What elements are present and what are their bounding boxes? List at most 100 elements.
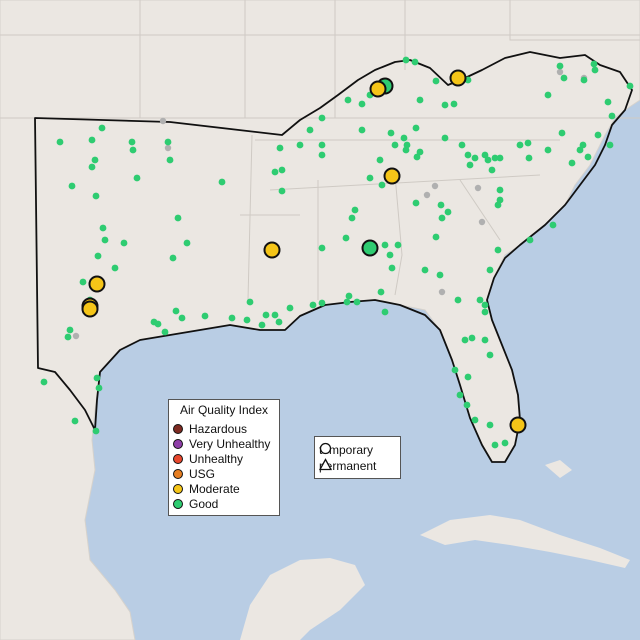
station-marker-good[interactable] [377, 288, 385, 296]
station-marker-moderate[interactable] [263, 241, 281, 259]
station-marker-moderate[interactable] [449, 69, 467, 87]
station-marker-no-data[interactable] [72, 332, 80, 340]
station-marker-good[interactable] [544, 91, 552, 99]
station-marker-good[interactable] [154, 320, 162, 328]
station-marker-good[interactable] [95, 384, 103, 392]
station-marker-good[interactable] [584, 153, 592, 161]
station-marker-good[interactable] [456, 391, 464, 399]
station-marker-good[interactable] [68, 182, 76, 190]
station-marker-good[interactable] [436, 271, 444, 279]
station-marker-good[interactable] [458, 141, 466, 149]
station-marker-good[interactable] [262, 311, 270, 319]
station-marker-good[interactable] [454, 296, 462, 304]
station-marker-good[interactable] [450, 100, 458, 108]
station-marker-good[interactable] [468, 334, 476, 342]
station-marker-good[interactable] [481, 308, 489, 316]
station-marker-good[interactable] [318, 114, 326, 122]
station-marker-good[interactable] [278, 166, 286, 174]
station-marker-good[interactable] [120, 239, 128, 247]
station-marker-good[interactable] [471, 416, 479, 424]
station-marker-moderate[interactable] [509, 416, 527, 434]
station-marker-good[interactable] [98, 124, 106, 132]
station-marker-good[interactable] [318, 299, 326, 307]
station-marker-good[interactable] [309, 301, 317, 309]
station-marker-good[interactable] [358, 126, 366, 134]
station-marker-good[interactable] [271, 168, 279, 176]
station-marker-good[interactable] [376, 156, 384, 164]
station-marker-no-data[interactable] [478, 218, 486, 226]
station-marker-moderate[interactable] [81, 300, 99, 318]
station-marker-good[interactable] [183, 239, 191, 247]
station-marker-good[interactable] [381, 241, 389, 249]
station-marker-good[interactable] [111, 264, 119, 272]
station-marker-good[interactable] [556, 62, 564, 70]
station-marker-good[interactable] [88, 163, 96, 171]
station-marker-good[interactable] [64, 333, 72, 341]
station-marker-good[interactable] [174, 214, 182, 222]
station-marker-good[interactable] [464, 373, 472, 381]
station-marker-good[interactable] [400, 134, 408, 142]
station-marker-good[interactable] [441, 134, 449, 142]
station-marker-good[interactable] [387, 129, 395, 137]
station-marker-good[interactable] [40, 378, 48, 386]
station-marker-good[interactable] [358, 100, 366, 108]
station-marker-good[interactable] [591, 66, 599, 74]
station-marker-no-data[interactable] [159, 117, 167, 125]
station-marker-good[interactable] [484, 156, 492, 164]
station-marker-good[interactable] [590, 60, 598, 68]
station-marker-good[interactable] [432, 77, 440, 85]
station-marker-good[interactable] [416, 148, 424, 156]
station-marker-good[interactable] [464, 151, 472, 159]
station-marker-good[interactable] [463, 401, 471, 409]
station-marker-good[interactable] [286, 304, 294, 312]
station-marker-good[interactable] [366, 174, 374, 182]
station-marker-good[interactable] [66, 326, 74, 334]
station-marker-good[interactable] [133, 174, 141, 182]
station-marker-good[interactable] [348, 214, 356, 222]
station-marker-good[interactable] [278, 187, 286, 195]
station-marker-good[interactable] [378, 181, 386, 189]
station-marker-good[interactable] [99, 224, 107, 232]
station-marker-good[interactable] [438, 214, 446, 222]
station-marker-good[interactable] [388, 264, 396, 272]
station-marker-good[interactable] [576, 146, 584, 154]
station-marker-good[interactable] [488, 166, 496, 174]
station-marker-no-data[interactable] [474, 184, 482, 192]
station-marker-good[interactable] [353, 298, 361, 306]
station-marker-good[interactable] [421, 266, 429, 274]
station-marker-good[interactable] [361, 239, 379, 257]
station-marker-good[interactable] [412, 124, 420, 132]
station-marker-good[interactable] [343, 298, 351, 306]
station-marker-good[interactable] [608, 112, 616, 120]
station-marker-moderate[interactable] [369, 80, 387, 98]
station-marker-good[interactable] [432, 233, 440, 241]
station-marker-no-data[interactable] [556, 68, 564, 76]
station-marker-good[interactable] [544, 146, 552, 154]
station-marker-good[interactable] [461, 336, 469, 344]
station-marker-good[interactable] [243, 316, 251, 324]
station-marker-good[interactable] [560, 74, 568, 82]
station-marker-good[interactable] [88, 136, 96, 144]
station-marker-no-data[interactable] [431, 182, 439, 190]
station-marker-good[interactable] [386, 251, 394, 259]
station-marker-good[interactable] [342, 234, 350, 242]
station-marker-good[interactable] [92, 192, 100, 200]
station-marker-good[interactable] [486, 421, 494, 429]
station-marker-good[interactable] [275, 318, 283, 326]
station-marker-good[interactable] [444, 208, 452, 216]
station-marker-good[interactable] [604, 98, 612, 106]
station-marker-good[interactable] [228, 314, 236, 322]
station-marker-good[interactable] [402, 56, 410, 64]
station-marker-good[interactable] [94, 252, 102, 260]
station-marker-good[interactable] [549, 221, 557, 229]
station-marker-good[interactable] [92, 427, 100, 435]
station-marker-good[interactable] [491, 154, 499, 162]
station-marker-good[interactable] [416, 96, 424, 104]
station-marker-good[interactable] [466, 161, 474, 169]
station-marker-good[interactable] [451, 366, 459, 374]
station-marker-good[interactable] [318, 151, 326, 159]
station-marker-good[interactable] [526, 236, 534, 244]
station-marker-good[interactable] [412, 199, 420, 207]
station-marker-good[interactable] [79, 278, 87, 286]
